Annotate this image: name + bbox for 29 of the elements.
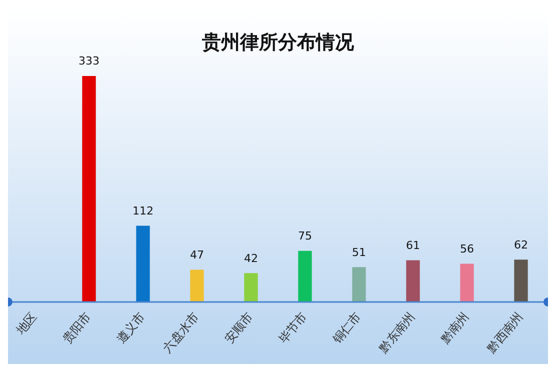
bar bbox=[460, 264, 474, 302]
x-tick-label: 地区 bbox=[12, 310, 40, 338]
x-tick-label: 黔西南州 bbox=[483, 310, 526, 356]
x-tick-label: 黔南州 bbox=[437, 310, 472, 347]
x-tick-label: 黔东南州 bbox=[375, 310, 418, 356]
data-label: 333 bbox=[78, 54, 100, 68]
bar bbox=[136, 226, 150, 302]
x-tick-label: 六盘水市 bbox=[160, 310, 202, 356]
x-tick-label: 毕节市 bbox=[276, 310, 310, 346]
bar bbox=[514, 260, 528, 302]
bar bbox=[82, 76, 96, 302]
x-tick-label: 贵阳市 bbox=[60, 310, 94, 346]
data-label: 42 bbox=[244, 252, 258, 265]
chart-title: 贵州律所分布情况 bbox=[201, 31, 355, 54]
bar bbox=[298, 250, 312, 302]
x-tick-label: 遵义市 bbox=[114, 310, 148, 346]
data-label: 51 bbox=[352, 246, 366, 259]
x-tick-label: 安顺市 bbox=[222, 310, 256, 346]
bar bbox=[190, 270, 204, 302]
data-label: 75 bbox=[298, 230, 312, 243]
data-label: 61 bbox=[406, 238, 420, 252]
bar bbox=[352, 267, 366, 302]
bar bbox=[406, 260, 420, 302]
data-label: 56 bbox=[460, 242, 474, 256]
data-label: 47 bbox=[190, 248, 204, 262]
data-label: 62 bbox=[514, 238, 528, 252]
data-label: 112 bbox=[132, 204, 154, 218]
bar bbox=[244, 273, 258, 302]
x-tick-label: 铜仁市 bbox=[329, 310, 364, 347]
